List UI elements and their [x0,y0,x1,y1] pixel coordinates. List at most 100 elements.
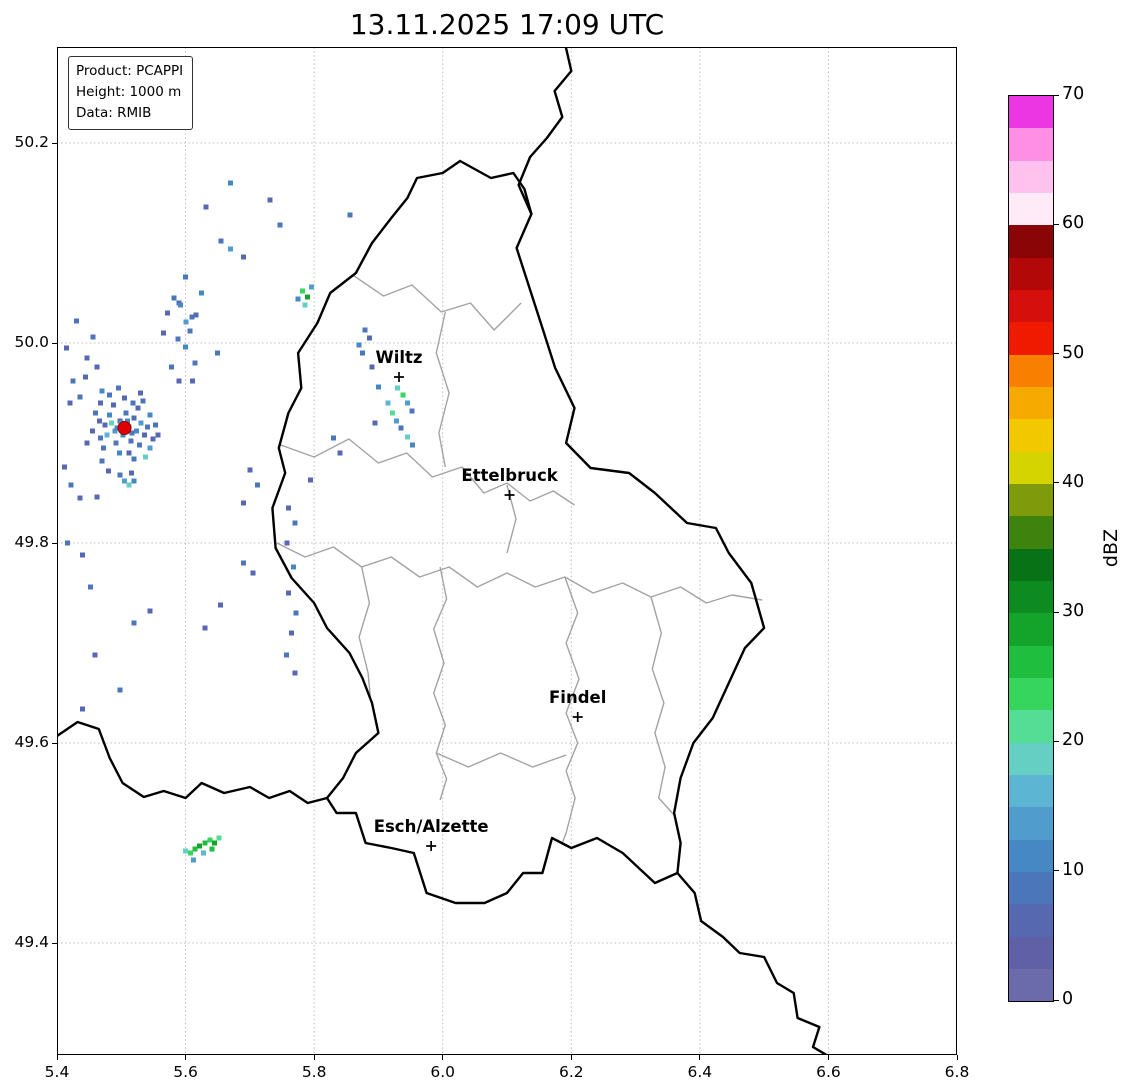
district-border [436,752,567,768]
radar-echo-pixel [362,327,368,333]
radar-echo-pixel [80,706,86,712]
radar-echo-pixel [228,246,234,252]
radar-echo-pixel [309,284,315,290]
radar-echo-pixel [87,584,93,590]
radar-echo-pixel [183,848,189,854]
radar-echo-pixel [347,212,353,218]
radar-echo-pixel [171,295,177,301]
radar-echo-pixel [94,494,100,500]
radar-echo-pixel [111,402,117,408]
x-tick [699,1055,701,1060]
radar-echo-pixel [93,410,99,416]
radar-echo-pixel [113,440,119,446]
radar-echo-pixel [183,274,189,280]
radar-echo-pixel [141,432,147,438]
radar-echo-pixel [140,398,146,404]
colorbar-segment [1009,904,1053,937]
colorbar-segment [1009,128,1053,161]
radar-echo-pixel [128,438,134,444]
radar-echo-pixel [150,436,156,442]
radar-echo-pixel [64,345,70,351]
radar-echo-pixel [105,468,111,474]
radar-echo-pixel [89,428,95,434]
district-border [280,438,575,506]
product-info-box: Product: PCAPPI Height: 1000 m Data: RMI… [68,56,194,130]
radar-echo-pixel [404,434,410,440]
radar-echo-pixel [177,302,183,308]
radar-site-marker [117,421,132,435]
radar-echo-pixel [189,314,195,320]
radar-echo-pixel [190,857,196,863]
radar-echo-pixel [228,180,234,186]
radar-echo-pixel [188,850,194,856]
radar-echo-pixel [64,540,70,546]
radar-echo-pixel [375,384,381,390]
map-plot: Product: PCAPPI Height: 1000 m Data: RMI… [57,47,957,1055]
radar-echo-pixel [131,478,137,484]
radar-echo-pixel [372,420,378,426]
radar-echo-pixel [98,400,104,406]
district-border [276,542,763,604]
country-border [676,871,829,1055]
radar-echo-pixel [393,418,399,424]
radar-echo-pixel [138,420,144,426]
y-tick [52,542,57,544]
radar-echo-pixel [117,472,123,478]
colorbar-gradient [1009,96,1053,1002]
y-tick [52,942,57,944]
radar-echo-pixel [120,432,126,438]
radar-echo-pixel [131,620,137,626]
colorbar-tick-label: 20 [1062,730,1085,751]
x-tick [956,1055,958,1060]
radar-echo-pixel [112,428,118,434]
radar-echo-pixel [293,610,299,616]
radar-echo-pixel [330,435,336,441]
radar-echo-pixel [129,470,135,476]
colorbar-tick [1054,611,1059,613]
radar-echo-pixel [356,342,362,348]
radar-echo-pixel [209,846,215,852]
colorbar-segment [1009,839,1053,872]
radar-echo-pixel [116,385,122,391]
colorbar-unit-label: dBZ [1100,528,1122,568]
radar-echo-pixel [285,590,291,596]
colorbar-segment [1009,580,1053,614]
radar-echo-pixel [131,456,137,462]
radar-echo-pixel [122,478,127,484]
radar-echo-pixel [183,319,189,325]
radar-echo-pixel [218,238,224,244]
radar-echo-pixel [122,395,127,401]
radar-echo-pixel [183,344,189,350]
radar-echo-pixel [99,388,105,394]
x-tick [313,1055,315,1060]
district-border [561,576,580,844]
radar-echo-pixel [107,412,113,418]
radar-echo-pixel [284,652,289,658]
radar-echo-pixel [116,450,122,456]
radar-echo-pixel [289,630,295,636]
radar-echo-pixel [300,288,306,294]
radar-echo-pixel [155,432,161,438]
radar-echo-pixel [135,405,141,411]
x-tick-label: 5.4 [44,1063,70,1081]
radar-echo-pixel [84,355,90,361]
colorbar-segment [1009,451,1053,484]
radar-echo-pixel [131,415,137,421]
colorbar-tick [1054,223,1059,225]
x-tick [827,1055,829,1060]
country-border [517,47,573,216]
radar-echo-pixel [165,310,171,316]
colorbar-segment [1009,289,1053,323]
colorbar-segment [1009,322,1053,355]
radar-echo-pixel [109,420,115,426]
radar-echo-pixel [125,418,131,424]
colorbar-segment [1009,742,1053,775]
district-border [358,566,372,702]
radar-echo-pixel [129,430,135,436]
colorbar-tick-label: 50 [1062,342,1085,363]
radar-echo-pixel [216,835,222,841]
radar-echo-pixel [395,385,401,391]
y-tick-label: 50.2 [14,133,49,151]
country-border [57,720,329,805]
